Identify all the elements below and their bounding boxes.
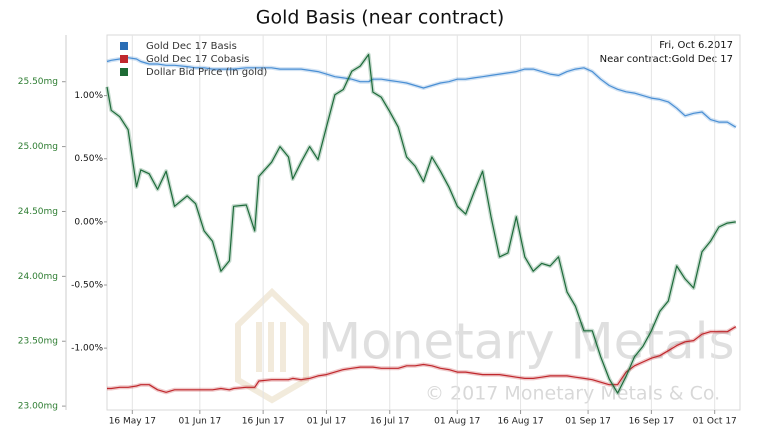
watermark-logo (235, 287, 309, 404)
series-line (106, 57, 737, 128)
legend-swatch (120, 55, 128, 63)
annotation: Fri, Oct 6.2017 (659, 40, 733, 51)
annotation: Near contract:Gold Dec 17 (600, 54, 733, 65)
y2-tick-label: -1.00% (71, 344, 103, 354)
x-tick-label: 01 Oct 17 (693, 417, 737, 427)
y2-tick-label: -0.50% (71, 281, 103, 291)
y-tick-label: 25.00mg (18, 142, 58, 152)
x-tick-label: 16 Aug 17 (497, 417, 543, 427)
y-tick-label: 23.50mg (18, 337, 58, 347)
x-tick-label: 01 Jun 17 (178, 417, 221, 427)
y-tick-label: 25.50mg (18, 77, 58, 87)
watermark-text: Monetary Metals (318, 313, 735, 371)
legend-swatch (120, 42, 128, 50)
x-tick-label: 16 Sep 17 (629, 417, 675, 427)
series-line (106, 53, 736, 394)
legend-label: Dollar Bid Price (in gold) (146, 67, 267, 78)
x-tick-label: 01 Sep 17 (565, 417, 611, 427)
legend-swatch (120, 68, 128, 76)
legend-label: Gold Dec 17 Basis (146, 41, 237, 52)
legend-label: Gold Dec 17 Cobasis (146, 54, 249, 65)
y2-tick-label: 0.00% (74, 217, 103, 227)
y2-tick-label: 1.00% (74, 91, 103, 101)
y-tick-label: 24.50mg (18, 207, 58, 217)
x-tick-label: 16 Jun 17 (242, 417, 285, 427)
chart-title: Gold Basis (near contract) (256, 7, 504, 29)
x-tick-label: 01 Jul 17 (307, 417, 347, 427)
y-tick-label: 24.00mg (18, 272, 58, 282)
x-tick-label: 16 Jul 17 (370, 417, 410, 427)
x-tick-label: 16 May 17 (109, 417, 156, 427)
y2-tick-label: 0.50% (74, 154, 103, 164)
plot-frame (106, 34, 741, 411)
x-tick-label: 01 Aug 17 (434, 417, 480, 427)
watermark-text: © 2017 Monetary Metals & Co. (425, 383, 720, 405)
y-tick-label: 23.00mg (18, 402, 58, 412)
